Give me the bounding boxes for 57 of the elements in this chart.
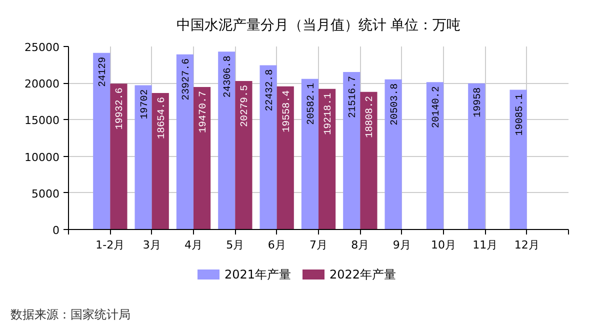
x-tick-label: 11月 <box>472 238 498 252</box>
y-tick-label: 5000 <box>32 187 60 200</box>
data-label: 24129 <box>98 56 110 87</box>
x-tick-label: 7月 <box>310 238 328 252</box>
bar <box>384 79 402 230</box>
bar <box>235 81 252 230</box>
x-tick-label: 5月 <box>226 238 244 252</box>
y-tick-label: 20000 <box>24 78 60 91</box>
bar <box>93 52 110 230</box>
data-label: 20503.8 <box>390 83 401 126</box>
bar <box>134 85 152 230</box>
x-tick-label: 10月 <box>431 238 456 252</box>
x-tick-label: 1-2月 <box>96 238 125 252</box>
data-label: 19958 <box>473 87 484 118</box>
data-label: 19558.4 <box>282 90 293 132</box>
bar <box>218 52 236 230</box>
source-note: 数据来源：国家统计局 <box>10 308 130 322</box>
bar <box>276 86 294 230</box>
y-tick-label: 0 <box>52 224 60 237</box>
bar <box>468 83 486 230</box>
y-tick-label: 10000 <box>24 150 60 164</box>
legend-label: 2022年产量 <box>330 268 396 282</box>
legend-label: 2021年产量 <box>224 268 292 282</box>
data-label: 18808.2 <box>365 96 376 138</box>
x-tick-label: 6月 <box>268 238 286 252</box>
data-label: 22432.8 <box>264 69 276 112</box>
data-label: 20279.5 <box>240 85 252 128</box>
bar <box>176 54 194 230</box>
bar <box>360 92 378 230</box>
data-label: 24306.8 <box>223 56 234 98</box>
y-tick-label: 15000 <box>24 114 60 128</box>
chart-title: 中国水泥产量分月（当月值）统计 单位：万吨 <box>176 18 461 34</box>
bar <box>426 82 444 230</box>
bar <box>510 90 527 230</box>
data-label: 19470.7 <box>198 90 210 133</box>
x-tick-label: 8月 <box>351 238 370 252</box>
data-label: 19932.6 <box>115 88 126 130</box>
data-label: 20582.1 <box>306 82 318 125</box>
bar <box>110 84 128 230</box>
y-tick-label: 25000 <box>24 41 60 54</box>
x-tick-label: 12月 <box>514 238 540 252</box>
data-label: 21516.7 <box>348 76 360 118</box>
data-label: 19702 <box>140 89 151 120</box>
bar <box>343 72 360 230</box>
data-label: 18654.6 <box>156 96 168 139</box>
bar <box>260 65 277 230</box>
x-tick-label: 4月 <box>184 238 202 252</box>
data-label: 19085.1 <box>514 94 526 136</box>
bar <box>301 78 318 230</box>
data-label: 23927.6 <box>181 58 192 100</box>
bar <box>152 92 169 230</box>
bar <box>318 88 336 230</box>
bar <box>194 86 211 230</box>
x-tick-label: 3月 <box>142 238 161 252</box>
x-tick-label: 9月 <box>392 238 411 252</box>
data-label: 19218.1 <box>324 92 335 135</box>
data-label: 20140.2 <box>431 86 442 128</box>
